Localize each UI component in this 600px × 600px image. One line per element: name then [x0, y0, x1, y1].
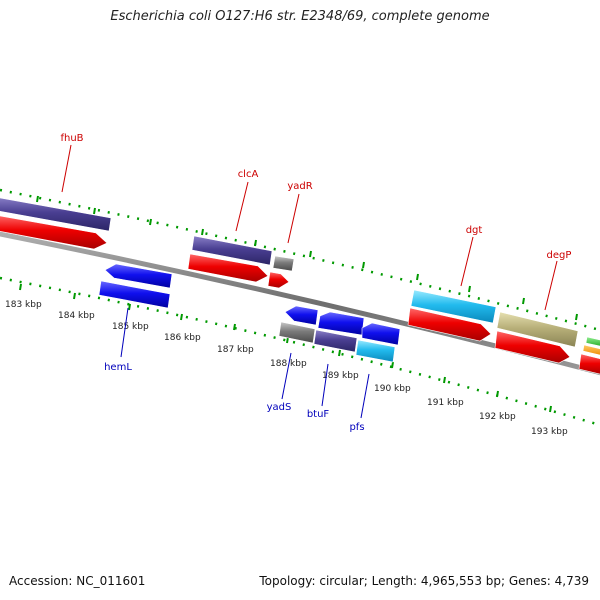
tick-mark: [496, 390, 499, 398]
gene-label-heml[interactable]: hemL: [104, 362, 132, 373]
gene-feature[interactable]: [496, 311, 579, 348]
scale-label: 185 kbp: [112, 322, 149, 332]
tick-mark: [254, 239, 257, 247]
gene-label-dgt[interactable]: dgt: [466, 225, 483, 236]
gene-feature[interactable]: [410, 289, 497, 324]
scale-label: 186 kbp: [164, 333, 201, 343]
gene-arrow[interactable]: [104, 263, 173, 289]
scale-label: 187 kbp: [217, 345, 254, 355]
gene-arrow[interactable]: [407, 307, 492, 342]
gene-label-yadr[interactable]: yadR: [287, 181, 312, 192]
label-leader-line: [287, 193, 300, 244]
tick-mark: [309, 250, 312, 258]
tick-mark: [201, 228, 204, 236]
gene-label-pfs[interactable]: pfs: [349, 422, 364, 433]
gene-feature[interactable]: [191, 235, 273, 266]
bottom-strand-features: [98, 263, 401, 363]
tick-mark: [391, 361, 394, 369]
bottom-gene-labels: hemL yadS btuF pfs: [104, 307, 370, 433]
tick-mark: [575, 313, 578, 321]
gene-feature[interactable]: [278, 321, 316, 344]
scale-labels: 183 kbp 184 kbp 185 kbp 186 kbp 187 kbp …: [5, 300, 568, 437]
tick-mark: [416, 273, 419, 281]
accession-info: Accession: NC_011601: [9, 574, 146, 588]
gene-feature[interactable]: [313, 329, 358, 353]
gene-feature[interactable]: [272, 255, 295, 272]
scale-label: 183 kbp: [5, 300, 42, 310]
gene-arrow[interactable]: [578, 353, 600, 375]
gene-label-fhub[interactable]: fhuB: [60, 133, 83, 144]
top-tick-track: [0, 188, 600, 332]
gene-feature[interactable]: [0, 197, 112, 232]
tick-mark: [233, 323, 236, 331]
gene-label-yads[interactable]: yadS: [267, 402, 292, 413]
gene-feature[interactable]: [582, 344, 600, 356]
tick-mark: [19, 283, 22, 291]
label-leader-line: [61, 144, 72, 193]
label-leader-line: [544, 260, 558, 311]
label-leader-line: [321, 363, 329, 407]
bottom-dotted-line: [0, 276, 600, 427]
label-leader-line: [281, 352, 292, 400]
tick-mark: [549, 405, 552, 413]
label-leader-line: [360, 373, 370, 419]
tick-mark: [443, 376, 446, 384]
gene-label-clca[interactable]: clcA: [238, 169, 259, 180]
gene-arrow[interactable]: [0, 215, 108, 250]
gene-arrow[interactable]: [317, 311, 365, 336]
tick-mark: [93, 207, 96, 215]
scale-label: 193 kbp: [531, 427, 568, 437]
label-leader-line: [460, 236, 474, 287]
gene-label-degp[interactable]: degP: [547, 250, 572, 261]
tick-mark: [468, 285, 471, 293]
scale-label: 190 kbp: [374, 384, 411, 394]
scale-label: 189 kbp: [322, 371, 359, 381]
gene-label-btuf[interactable]: btuF: [307, 409, 330, 420]
tick-mark: [180, 313, 183, 321]
tick-mark: [128, 303, 131, 311]
gene-arrow[interactable]: [284, 305, 319, 326]
top-major-ticks: [36, 195, 578, 321]
label-leader-line: [235, 181, 249, 232]
tick-mark: [149, 218, 152, 226]
tick-mark: [73, 292, 76, 300]
label-leader-line: [120, 307, 129, 358]
genome-title: Escherichia coli O127:H6 str. E2348/69, …: [110, 9, 490, 24]
gene-feature[interactable]: [98, 280, 171, 309]
gene-arrow[interactable]: [361, 322, 401, 346]
top-gene-labels: fhuB clcA yadR dgt degP: [60, 133, 572, 311]
tick-mark: [362, 261, 365, 269]
scale-label: 184 kbp: [58, 311, 95, 321]
top-strand-features: [0, 197, 600, 375]
gene-arrow[interactable]: [267, 271, 290, 289]
topology-info: Topology: circular; Length: 4,965,553 bp…: [259, 574, 589, 588]
tick-mark: [338, 349, 341, 357]
tick-mark: [522, 297, 525, 305]
genome-backbone: [0, 231, 600, 376]
gene-feature[interactable]: [355, 339, 396, 363]
tick-mark: [36, 195, 39, 203]
scale-label: 191 kbp: [427, 398, 464, 408]
gene-arrow[interactable]: [494, 330, 571, 364]
scale-label: 192 kbp: [479, 412, 516, 422]
gene-arrow[interactable]: [187, 253, 269, 283]
gene-feature[interactable]: [585, 336, 600, 347]
